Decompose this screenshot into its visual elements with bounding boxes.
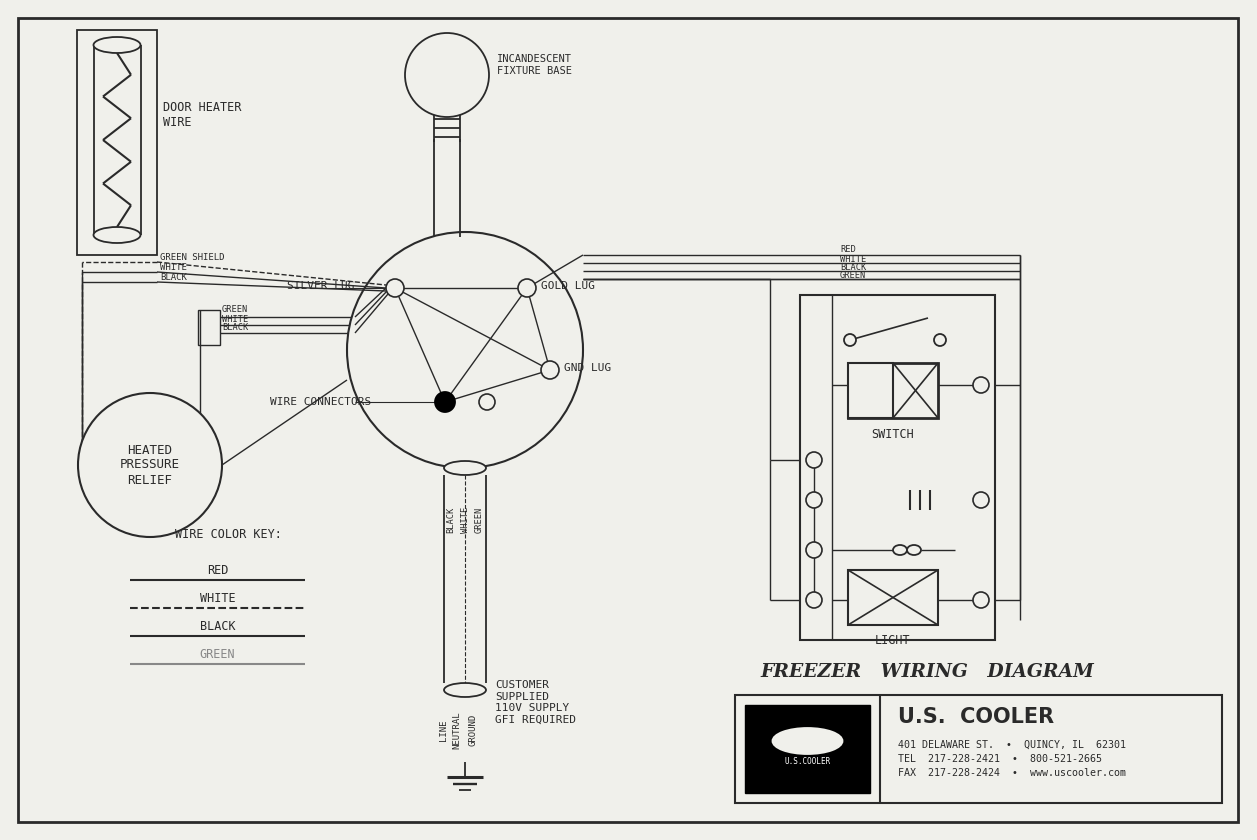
Text: RED: RED xyxy=(207,564,229,576)
Circle shape xyxy=(934,334,947,346)
Circle shape xyxy=(518,279,535,297)
Ellipse shape xyxy=(773,728,842,754)
Text: NEUTRAL: NEUTRAL xyxy=(453,711,461,748)
Text: BLACK: BLACK xyxy=(200,620,235,633)
Bar xyxy=(848,363,892,418)
Circle shape xyxy=(843,334,856,346)
Ellipse shape xyxy=(908,545,921,555)
Text: GROUND: GROUND xyxy=(469,714,478,746)
Text: SWITCH: SWITCH xyxy=(871,428,914,440)
Text: GND LUG: GND LUG xyxy=(564,363,611,373)
Text: LIGHT: LIGHT xyxy=(875,634,911,648)
Text: WHITE: WHITE xyxy=(460,507,470,533)
Text: RED: RED xyxy=(840,245,856,255)
Text: WHITE: WHITE xyxy=(160,264,187,272)
Text: WHITE: WHITE xyxy=(200,591,235,605)
Text: GREEN SHIELD: GREEN SHIELD xyxy=(160,254,225,262)
Text: FREEZER   WIRING   DIAGRAM: FREEZER WIRING DIAGRAM xyxy=(760,663,1094,681)
Text: BLACK: BLACK xyxy=(840,262,866,271)
Bar xyxy=(735,695,1222,803)
Text: U.S.COOLER: U.S.COOLER xyxy=(784,757,831,765)
Circle shape xyxy=(386,279,403,297)
Circle shape xyxy=(78,393,222,537)
Circle shape xyxy=(435,392,455,412)
Ellipse shape xyxy=(444,461,486,475)
Text: FAX  217-228-2424  •  www.uscooler.com: FAX 217-228-2424 • www.uscooler.com xyxy=(897,768,1126,778)
Ellipse shape xyxy=(750,725,865,773)
Bar xyxy=(848,363,938,418)
Circle shape xyxy=(973,377,989,393)
Text: DOOR HEATER
WIRE: DOOR HEATER WIRE xyxy=(163,101,241,129)
Circle shape xyxy=(973,492,989,508)
Circle shape xyxy=(806,452,822,468)
Text: WIRE CONNECTORS: WIRE CONNECTORS xyxy=(270,397,371,407)
Text: LINE: LINE xyxy=(439,719,447,741)
Text: INCANDESCENT
FIXTURE BASE: INCANDESCENT FIXTURE BASE xyxy=(497,55,572,76)
Ellipse shape xyxy=(444,683,486,697)
Text: BLACK: BLACK xyxy=(160,274,187,282)
Text: CUSTOMER
SUPPLIED
110V SUPPLY
GFI REQUIRED: CUSTOMER SUPPLIED 110V SUPPLY GFI REQUIR… xyxy=(495,680,576,725)
Text: HEATED
PRESSURE
RELIEF: HEATED PRESSURE RELIEF xyxy=(119,444,180,486)
Polygon shape xyxy=(745,705,870,793)
Circle shape xyxy=(405,33,489,117)
Circle shape xyxy=(541,361,559,379)
Circle shape xyxy=(973,592,989,608)
Bar xyxy=(848,570,938,625)
Circle shape xyxy=(347,232,583,468)
Text: GOLD LUG: GOLD LUG xyxy=(541,281,595,291)
Text: SILVER LUG: SILVER LUG xyxy=(287,281,354,291)
Text: WHITE: WHITE xyxy=(840,255,866,264)
Bar xyxy=(77,30,157,255)
Text: GREEN: GREEN xyxy=(200,648,235,660)
Text: BLACK: BLACK xyxy=(446,507,455,533)
Text: GREEN: GREEN xyxy=(474,507,484,533)
Text: GREEN: GREEN xyxy=(222,306,248,314)
Text: U.S.  COOLER: U.S. COOLER xyxy=(897,707,1055,727)
Ellipse shape xyxy=(93,37,141,53)
Text: TEL  217-228-2421  •  800-521-2665: TEL 217-228-2421 • 800-521-2665 xyxy=(897,754,1102,764)
Text: 401 DELAWARE ST.  •  QUINCY, IL  62301: 401 DELAWARE ST. • QUINCY, IL 62301 xyxy=(897,740,1126,750)
Circle shape xyxy=(479,394,495,410)
Text: WIRE COLOR KEY:: WIRE COLOR KEY: xyxy=(175,528,282,542)
Ellipse shape xyxy=(93,227,141,243)
Text: BLACK: BLACK xyxy=(222,323,248,332)
Text: GREEN: GREEN xyxy=(840,270,866,280)
Ellipse shape xyxy=(892,545,908,555)
Bar xyxy=(799,295,996,640)
Circle shape xyxy=(806,492,822,508)
Circle shape xyxy=(806,542,822,558)
Text: WHITE: WHITE xyxy=(222,314,248,323)
Bar xyxy=(199,310,220,345)
Circle shape xyxy=(806,592,822,608)
